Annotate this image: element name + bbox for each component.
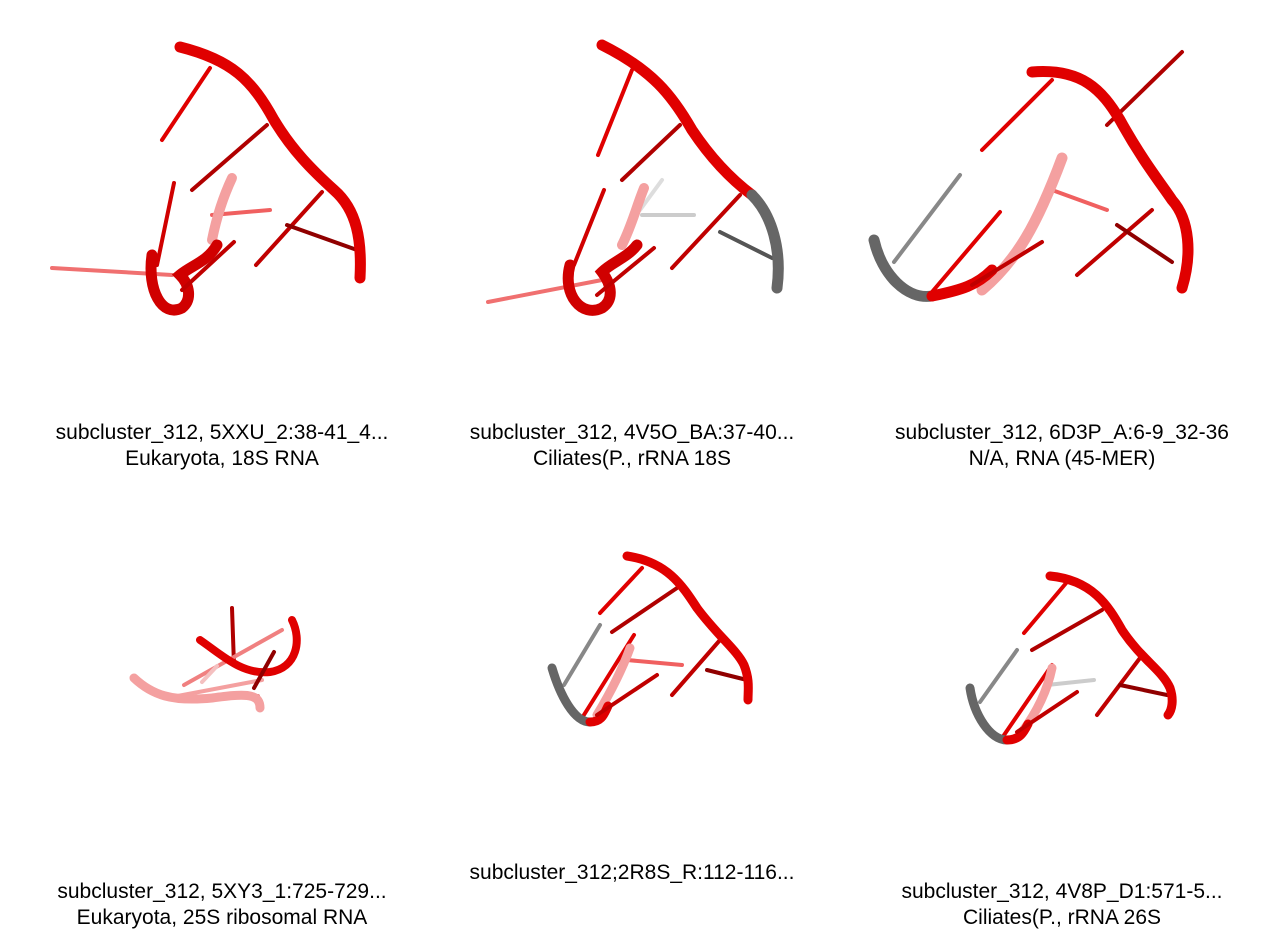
rna-structure-render — [965, 571, 1177, 745]
caption-line-1: subcluster_312, 6D3P_A:6-9_32-36 — [895, 421, 1229, 444]
rna-structure-render — [486, 39, 784, 316]
structure-panel-5: subcluster_312;2R8S_R:112-116... — [422, 470, 842, 940]
panel-caption: subcluster_312;2R8S_R:112-116... — [422, 860, 842, 886]
caption-line-2: Ciliates(P., rRNA 26S — [962, 906, 1162, 929]
caption-line-2: N/A, RNA (45-MER) — [968, 447, 1156, 470]
panel-caption: subcluster_312, 5XY3_1:725-729... Eukary… — [12, 879, 432, 931]
structure-panel-3: subcluster_312, 6D3P_A:6-9_32-36 N/A, RN… — [852, 0, 1272, 480]
rna-structure-render — [129, 606, 301, 713]
caption-line-1: subcluster_312, 5XXU_2:38-41_4... — [55, 421, 389, 444]
panel-caption: subcluster_312, 4V5O_BA:37-40... Ciliate… — [422, 420, 842, 472]
structure-panel-1: subcluster_312, 5XXU_2:38-41_4... Eukary… — [12, 0, 432, 480]
panel-caption: subcluster_312, 4V8P_D1:571-5... Ciliate… — [852, 879, 1272, 931]
caption-line-2: Eukaryota, 18S RNA — [125, 447, 319, 470]
panel-caption: subcluster_312, 5XXU_2:38-41_4... Eukary… — [12, 420, 432, 472]
rna-structure-render — [547, 551, 753, 727]
caption-line-2: Ciliates(P., rRNA 18S — [532, 447, 732, 470]
rna-structure-render — [50, 41, 366, 316]
panel-caption: subcluster_312, 6D3P_A:6-9_32-36 N/A, RN… — [852, 420, 1272, 472]
caption-line-2: Eukaryota, 25S ribosomal RNA — [76, 906, 368, 929]
caption-line-1: subcluster_312, 5XY3_1:725-729... — [57, 880, 387, 903]
caption-line-1: subcluster_312, 4V5O_BA:37-40... — [469, 421, 795, 444]
caption-line-1: subcluster_312;2R8S_R:112-116... — [469, 861, 795, 884]
structure-panel-2: subcluster_312, 4V5O_BA:37-40... Ciliate… — [422, 0, 842, 480]
structure-panel-6: subcluster_312, 4V8P_D1:571-5... Ciliate… — [852, 470, 1272, 940]
structure-panel-4: subcluster_312, 5XY3_1:725-729... Eukary… — [12, 470, 432, 940]
caption-line-1: subcluster_312, 4V8P_D1:571-5... — [901, 880, 1223, 903]
rna-structure-render — [868, 50, 1194, 302]
